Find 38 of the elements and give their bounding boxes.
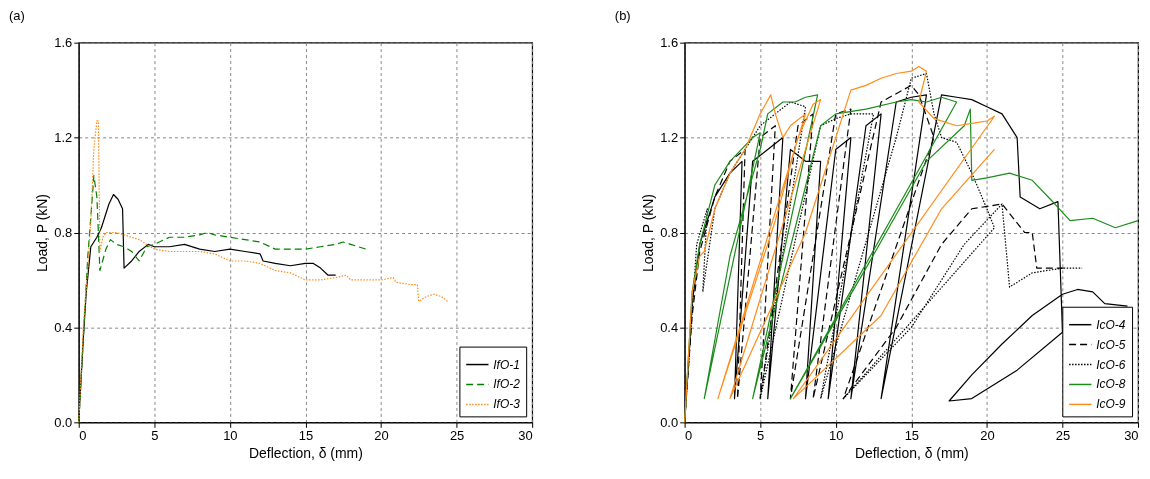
x-tick-label: 15	[904, 427, 920, 443]
y-tick-label: 0.4	[660, 319, 679, 335]
chart-title: (a)	[8, 7, 25, 23]
x-axis-title: Deflection, δ (mm)	[249, 444, 363, 461]
x-tick-label: 30	[1124, 427, 1139, 443]
legend-label: IfO-3	[493, 397, 521, 412]
x-tick-label: 25	[449, 427, 465, 443]
x-tick-label: 15	[298, 427, 314, 443]
y-axis-title: Load, P (kN)	[34, 194, 51, 272]
y-axis-title: Load, P (kN)	[640, 194, 657, 272]
chart-title: (b)	[614, 7, 631, 23]
y-tick-label: 0.8	[660, 224, 679, 240]
y-tick-label: 0.0	[54, 414, 73, 430]
y-tick-label: 1.2	[660, 130, 679, 146]
legend-label: IfO-2	[493, 377, 521, 392]
legend-label: IcO-6	[1096, 357, 1126, 372]
y-tick-label: 1.6	[660, 35, 679, 51]
x-tick-label: 0	[685, 427, 693, 443]
y-tick-label: 0.4	[54, 319, 73, 335]
x-tick-label: 10	[223, 427, 238, 443]
legend-label: IfO-1	[493, 357, 520, 372]
x-tick-label: 20	[980, 427, 995, 443]
x-tick-label: 5	[757, 427, 765, 443]
y-tick-label: 0.0	[660, 414, 679, 430]
legend-label: IcO-8	[1096, 377, 1126, 392]
x-tick-label: 0	[79, 427, 87, 443]
x-tick-label: 10	[829, 427, 844, 443]
x-tick-label: 5	[151, 427, 159, 443]
x-axis-title: Deflection, δ (mm)	[854, 444, 969, 461]
legend-label: IcO-9	[1096, 397, 1126, 412]
x-tick-label: 20	[374, 427, 389, 443]
legend-label: IcO-4	[1096, 317, 1126, 332]
y-tick-label: 1.2	[54, 130, 73, 146]
y-tick-label: 0.8	[54, 224, 73, 240]
legend-label: IcO-5	[1096, 337, 1126, 352]
x-tick-label: 30	[518, 427, 533, 443]
y-tick-label: 1.6	[54, 35, 73, 51]
x-tick-label: 25	[1055, 427, 1071, 443]
